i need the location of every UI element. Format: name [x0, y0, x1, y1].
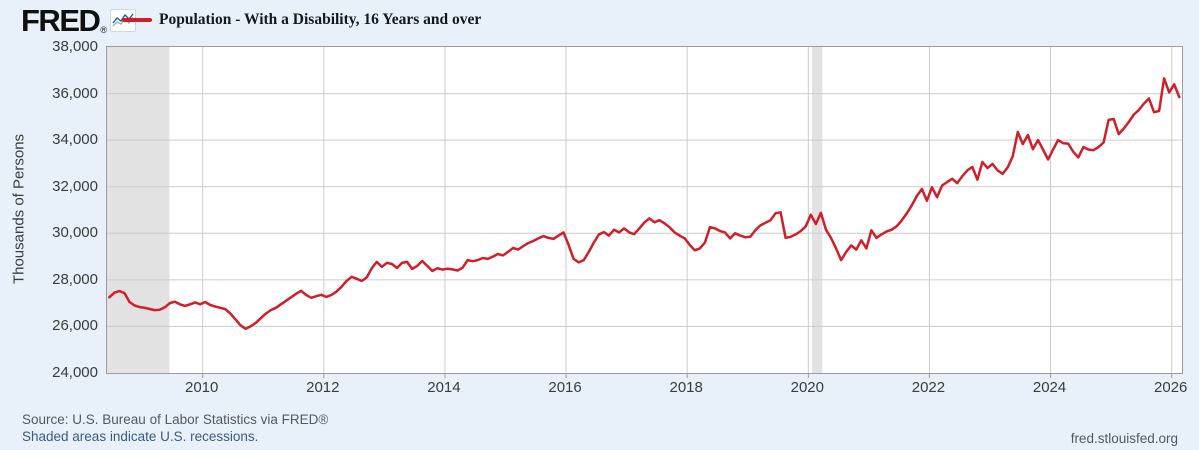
fred-site-url: fred.stlouisfed.org	[1070, 431, 1178, 446]
recession-band	[107, 47, 170, 373]
series-legend-label[interactable]: Population - With a Disability, 16 Years…	[159, 11, 482, 28]
fred-logo-text: FRED	[21, 3, 101, 38]
source-attribution: Source: U.S. Bureau of Labor Statistics …	[22, 412, 329, 427]
series-color-swatch	[122, 18, 152, 22]
x-tick-label: 2024	[1032, 379, 1067, 396]
x-tick-label: 2016	[548, 379, 582, 396]
y-tick-label: 36,000	[52, 84, 98, 102]
y-tick-label: 28,000	[52, 270, 98, 288]
y-axis-title: Thousands of Persons	[10, 133, 28, 285]
y-tick-label: 34,000	[52, 131, 98, 149]
y-tick-label: 30,000	[52, 224, 98, 242]
y-tick-label: 24,000	[52, 364, 98, 381]
x-tick-label: 2018	[669, 379, 703, 396]
x-tick-label: 2014	[427, 379, 461, 396]
x-tick-label: 2012	[306, 379, 340, 396]
y-tick-label: 26,000	[52, 317, 98, 335]
recession-band	[811, 47, 823, 373]
x-tick-label: 2022	[911, 379, 946, 396]
data-line	[108, 77, 1181, 331]
plot-area[interactable]	[106, 46, 1183, 378]
y-tick-label: 38,000	[52, 38, 98, 55]
recession-note-link[interactable]: Shaded areas indicate U.S. recessions.	[22, 429, 259, 444]
y-tick-label: 32,000	[52, 177, 98, 195]
x-tick-label: 2020	[790, 379, 824, 396]
x-tick-label: 2026	[1154, 379, 1188, 396]
x-tick-label: 2010	[185, 379, 219, 396]
fred-logo[interactable]: FRED ®	[21, 3, 137, 38]
registered-trademark-icon: ®	[100, 25, 108, 35]
line-chart-svg	[107, 47, 1182, 378]
chart-legend: Population - With a Disability, 16 Years…	[122, 11, 481, 29]
